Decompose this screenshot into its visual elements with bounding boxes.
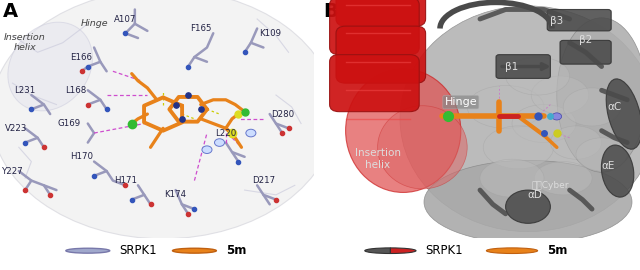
Circle shape xyxy=(552,113,562,120)
Text: β2: β2 xyxy=(579,35,592,45)
Circle shape xyxy=(246,129,256,137)
Ellipse shape xyxy=(346,69,461,193)
Ellipse shape xyxy=(378,106,467,189)
Ellipse shape xyxy=(400,6,640,232)
Text: F165: F165 xyxy=(190,24,211,33)
Ellipse shape xyxy=(480,159,544,197)
Circle shape xyxy=(173,248,216,253)
Text: B: B xyxy=(323,2,338,21)
Ellipse shape xyxy=(531,76,589,114)
Circle shape xyxy=(202,146,212,153)
Text: 5m: 5m xyxy=(547,244,568,257)
Text: L231: L231 xyxy=(15,86,36,95)
Ellipse shape xyxy=(576,138,627,171)
Text: 药渡Cyber: 药渡Cyber xyxy=(532,181,569,190)
Text: A: A xyxy=(3,2,19,21)
Ellipse shape xyxy=(424,160,632,244)
FancyBboxPatch shape xyxy=(330,55,419,112)
Text: Y227: Y227 xyxy=(2,167,24,176)
Wedge shape xyxy=(390,248,416,254)
Text: αE: αE xyxy=(602,161,614,171)
Text: H171: H171 xyxy=(114,176,137,185)
Circle shape xyxy=(214,139,225,146)
FancyBboxPatch shape xyxy=(496,55,550,78)
FancyBboxPatch shape xyxy=(560,40,611,64)
Ellipse shape xyxy=(534,161,592,195)
Ellipse shape xyxy=(550,126,602,159)
Text: 5m: 5m xyxy=(226,244,246,257)
Ellipse shape xyxy=(0,0,335,239)
Text: Insertion
helix: Insertion helix xyxy=(355,148,401,170)
Text: D217: D217 xyxy=(252,176,275,185)
Text: SRPK1: SRPK1 xyxy=(119,244,157,257)
FancyBboxPatch shape xyxy=(336,26,426,83)
Ellipse shape xyxy=(602,145,634,197)
Wedge shape xyxy=(365,248,390,254)
Ellipse shape xyxy=(512,104,576,143)
Ellipse shape xyxy=(506,190,550,223)
Text: β3: β3 xyxy=(550,16,563,26)
Text: V223: V223 xyxy=(4,124,27,133)
Text: β1: β1 xyxy=(506,62,518,72)
Text: D280: D280 xyxy=(271,110,294,119)
FancyBboxPatch shape xyxy=(336,0,426,26)
Text: K109: K109 xyxy=(259,29,281,38)
Text: SRPK1: SRPK1 xyxy=(426,244,463,257)
Text: αD: αD xyxy=(527,190,542,200)
Text: Insertion
helix: Insertion helix xyxy=(4,33,46,52)
Circle shape xyxy=(486,248,538,254)
Text: G169: G169 xyxy=(58,119,81,128)
Text: αC: αC xyxy=(607,102,621,112)
Text: E166: E166 xyxy=(70,53,93,62)
FancyBboxPatch shape xyxy=(547,9,611,31)
Ellipse shape xyxy=(467,86,544,128)
FancyBboxPatch shape xyxy=(330,0,419,55)
Text: H170: H170 xyxy=(70,152,93,161)
Text: A107: A107 xyxy=(115,15,136,23)
Text: Hinge: Hinge xyxy=(445,97,477,107)
Ellipse shape xyxy=(483,126,554,169)
Text: L220: L220 xyxy=(215,129,236,137)
Ellipse shape xyxy=(557,18,640,172)
Text: K174: K174 xyxy=(164,190,187,199)
Ellipse shape xyxy=(8,22,92,111)
Text: Hinge: Hinge xyxy=(80,19,108,28)
Ellipse shape xyxy=(606,79,640,149)
Circle shape xyxy=(66,248,110,253)
Ellipse shape xyxy=(563,88,621,126)
Text: L168: L168 xyxy=(65,86,86,95)
Ellipse shape xyxy=(506,57,570,95)
